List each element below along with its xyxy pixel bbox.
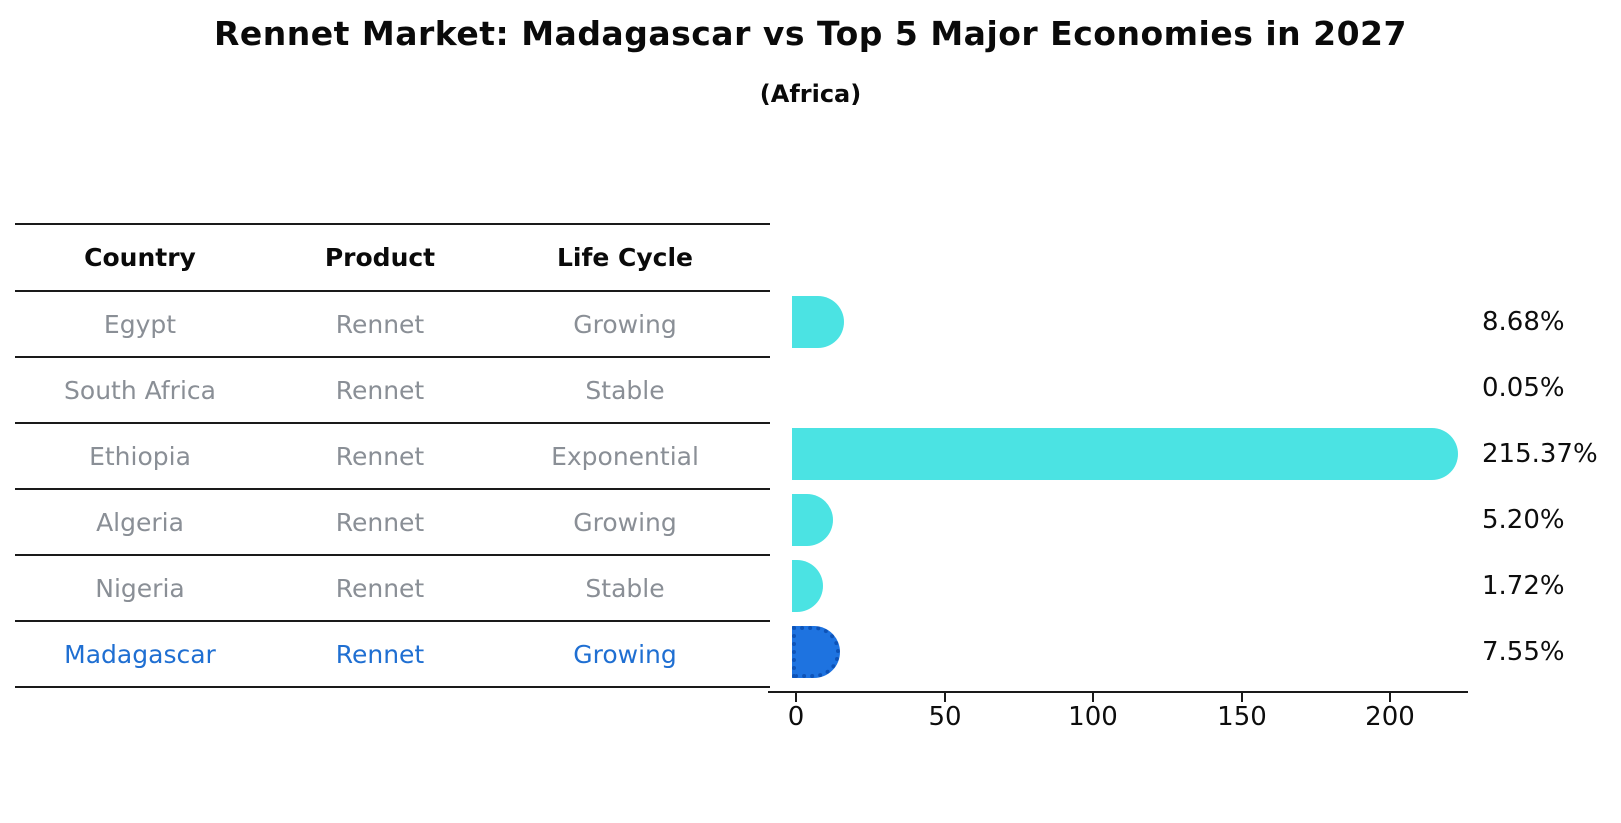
table-row: South Africa Rennet Stable xyxy=(15,358,770,424)
cell-product: Rennet xyxy=(335,507,425,537)
value-label: 8.68% xyxy=(1482,307,1565,337)
cell-life-cycle: Stable xyxy=(585,573,665,603)
bar-madagascar xyxy=(792,626,840,678)
x-axis-tick xyxy=(1092,693,1094,702)
column-header-life-cycle: Life Cycle xyxy=(556,243,694,272)
x-axis-tick xyxy=(795,693,797,702)
cell-life-cycle: Exponential xyxy=(551,441,699,471)
x-axis-tick-label: 50 xyxy=(928,702,962,732)
table-header-row: Country Product Life Cycle xyxy=(15,225,770,292)
cell-life-cycle: Growing xyxy=(573,309,677,339)
value-label: 0.05% xyxy=(1482,373,1565,403)
chart-title: Rennet Market: Madagascar vs Top 5 Major… xyxy=(214,14,1407,53)
bar-algeria xyxy=(792,494,833,546)
cell-product: Rennet xyxy=(335,639,425,669)
bar-nigeria xyxy=(792,560,823,612)
bar-ethiopia xyxy=(792,428,1458,480)
column-header-product: Product xyxy=(324,243,436,272)
cell-country: Nigeria xyxy=(95,573,185,603)
cell-product: Rennet xyxy=(335,441,425,471)
table-row-highlighted: Madagascar Rennet Growing xyxy=(15,622,770,688)
x-axis-tick xyxy=(1241,693,1243,702)
cell-product: Rennet xyxy=(335,375,425,405)
column-header-country: Country xyxy=(84,243,196,272)
cell-country: South Africa xyxy=(64,375,216,405)
cell-country: Algeria xyxy=(96,507,184,537)
value-label: 5.20% xyxy=(1482,505,1565,535)
cell-life-cycle: Growing xyxy=(573,507,677,537)
x-axis-line xyxy=(768,691,1468,693)
cell-product: Rennet xyxy=(335,573,425,603)
cell-life-cycle: Growing xyxy=(573,639,677,669)
x-axis-tick xyxy=(944,693,946,702)
x-axis-tick-label: 100 xyxy=(1068,702,1118,732)
x-axis-tick-label: 0 xyxy=(787,702,805,732)
x-axis-tick-label: 200 xyxy=(1365,702,1415,732)
value-label: 1.72% xyxy=(1482,571,1565,601)
country-table: Country Product Life Cycle Egypt Rennet … xyxy=(15,223,770,688)
cell-country: Madagascar xyxy=(64,639,216,669)
x-axis-tick xyxy=(1389,693,1391,702)
cell-life-cycle: Stable xyxy=(585,375,665,405)
table-row: Nigeria Rennet Stable xyxy=(15,556,770,622)
chart-subtitle: (Africa) xyxy=(759,80,862,108)
table-row: Egypt Rennet Growing xyxy=(15,292,770,358)
cell-country: Ethiopia xyxy=(89,441,191,471)
cell-country: Egypt xyxy=(103,309,177,339)
table-row: Algeria Rennet Growing xyxy=(15,490,770,556)
x-axis-tick-label: 150 xyxy=(1217,702,1267,732)
bar-egypt xyxy=(792,296,844,348)
value-label: 7.55% xyxy=(1482,637,1565,667)
cell-product: Rennet xyxy=(335,309,425,339)
table-row: Ethiopia Rennet Exponential xyxy=(15,424,770,490)
value-label: 215.37% xyxy=(1482,439,1598,469)
